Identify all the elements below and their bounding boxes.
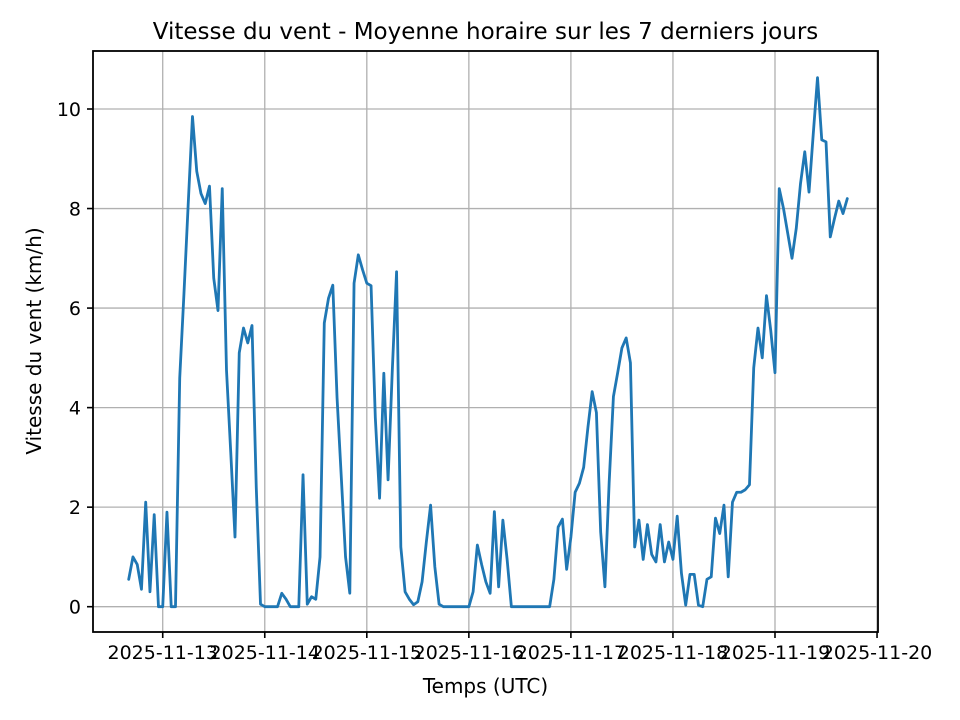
- y-tick-label: 6: [69, 298, 81, 320]
- y-tick-label: 10: [57, 99, 81, 121]
- x-tick-label: 2025-11-15: [312, 642, 422, 664]
- y-tick-label: 2: [69, 497, 81, 519]
- x-tick-label: 2025-11-17: [516, 642, 626, 664]
- axes-border: [92, 50, 879, 633]
- y-tick-label: 4: [69, 398, 81, 420]
- y-tick-label: 0: [69, 597, 81, 619]
- chart-title: Vitesse du vent - Moyenne horaire sur le…: [152, 19, 819, 45]
- x-tick-label: 2025-11-18: [618, 642, 728, 664]
- x-tick-label: 2025-11-16: [414, 642, 524, 664]
- x-axis-label: Temps (UTC): [422, 674, 549, 698]
- y-tick-label: 8: [69, 199, 81, 221]
- x-tick-label: 2025-11-20: [822, 642, 932, 664]
- wind-speed-line: [127, 76, 849, 609]
- x-tick-label: 2025-11-13: [108, 642, 218, 664]
- x-tick-label: 2025-11-19: [720, 642, 830, 664]
- x-tick-label: 2025-11-14: [210, 642, 320, 664]
